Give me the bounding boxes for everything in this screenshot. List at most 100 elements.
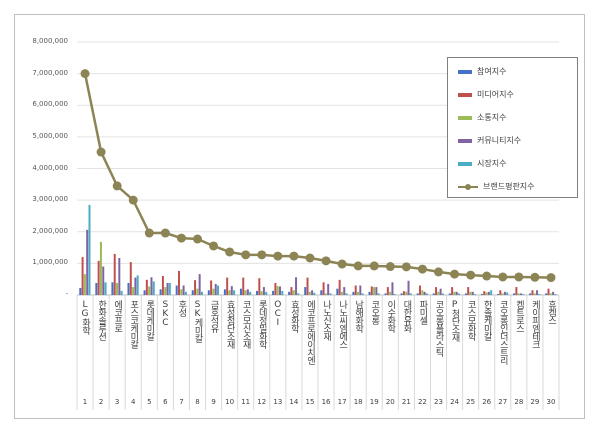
bar-시장지수 (458, 293, 461, 295)
bar-시장지수 (345, 293, 348, 295)
bar-커뮤니티지수 (471, 291, 474, 295)
bar-소통지수 (437, 291, 440, 295)
line-point (241, 250, 251, 260)
y-tick-label: 6,000,000 (32, 100, 68, 109)
line-point (80, 69, 90, 79)
bar-참여지수 (95, 282, 98, 295)
line-point (514, 272, 524, 282)
line-point (128, 195, 138, 205)
rank-label: 23 (434, 398, 443, 406)
line-point (546, 273, 556, 283)
category-label: 롯데케미칼 (144, 300, 155, 340)
bar-시장지수 (554, 294, 557, 295)
bar-커뮤니티지수 (536, 290, 539, 295)
legend-item: 브랜드평판지수 (458, 181, 535, 192)
line-point (321, 256, 331, 266)
y-tick-label: 4,000,000 (32, 163, 68, 172)
rank-label: 11 (241, 398, 251, 406)
rank-label: 29 (530, 398, 540, 406)
bar-커뮤니티지수 (487, 291, 490, 295)
bar-커뮤니티지수 (118, 257, 121, 295)
bar-미디어지수 (242, 277, 245, 295)
bar-소통지수 (180, 289, 183, 295)
bar-소통지수 (99, 241, 102, 295)
category-label: 에코프로에이치엔 (304, 300, 315, 364)
bar-소통지수 (405, 291, 408, 295)
rank-label: 15 (305, 398, 315, 406)
bar-참여지수 (191, 290, 194, 295)
bar-시장지수 (425, 293, 428, 295)
category-label: 한화솔루션 (96, 300, 107, 340)
category-label: 에코프로 (112, 300, 123, 332)
bar-시장지수 (184, 291, 187, 295)
rank-label: 3 (114, 398, 120, 406)
bar-참여지수 (143, 290, 146, 295)
legend-item: 소통지수 (458, 112, 506, 123)
rank-label: 14 (289, 398, 299, 406)
line-point (305, 253, 315, 263)
chart-frame (14, 14, 585, 419)
bar-시장지수 (88, 204, 91, 295)
bar-시장지수 (393, 294, 396, 295)
category-label: 포스코케미칼 (128, 300, 139, 348)
bar-소통지수 (276, 286, 279, 295)
bar-시장지수 (329, 293, 332, 295)
bar-미디어지수 (467, 287, 470, 295)
rank-label: 17 (337, 398, 347, 406)
bar-소통지수 (260, 291, 263, 295)
bar-소통지수 (389, 291, 392, 295)
line-point (498, 272, 508, 282)
bar-시장지수 (297, 293, 300, 295)
bar-참여지수 (256, 290, 259, 295)
y-tick-label: 8,000,000 (32, 37, 68, 45)
bar-미디어지수 (129, 262, 132, 295)
category-label: 남해화학 (353, 300, 364, 332)
category-label: 이수화학 (385, 300, 396, 332)
bar-미디어지수 (290, 287, 293, 295)
line-point (417, 264, 427, 274)
bar-참여지수 (79, 288, 82, 295)
bar-커뮤니티지수 (359, 285, 362, 295)
line-point (112, 181, 122, 191)
rank-label: 8 (195, 398, 200, 406)
category-label: 효성첨단소재 (224, 300, 235, 348)
bar-커뮤니티지수 (552, 291, 555, 295)
bar-시장지수 (168, 282, 171, 295)
category-label: 대한유화 (401, 300, 412, 332)
bar-커뮤니티지수 (150, 277, 153, 295)
rank-label: 12 (257, 398, 267, 406)
bar-커뮤니티지수 (375, 287, 378, 295)
bar-미디어지수 (113, 253, 116, 295)
bar-참여지수 (464, 293, 467, 295)
bar-미디어지수 (483, 291, 486, 295)
legend-label: 미디어지수 (477, 90, 514, 99)
rank-label: 24 (450, 398, 460, 406)
bar-미디어지수 (354, 285, 357, 295)
bar-커뮤니티지수 (391, 282, 394, 295)
bar-참여지수 (400, 293, 403, 295)
line-point (209, 241, 219, 251)
bar-미디어지수 (194, 280, 197, 295)
bar-소통지수 (469, 291, 472, 295)
category-label: 나노신소재 (321, 300, 332, 340)
bar-참여지수 (480, 294, 483, 295)
bar-미디어지수 (210, 280, 213, 295)
bar-커뮤니티지수 (102, 266, 105, 295)
category-label: 케이피엠테크 (529, 300, 540, 348)
category-label: 켐트로스 (513, 300, 524, 332)
bar-참여지수 (448, 293, 451, 295)
rank-label: 6 (163, 398, 168, 406)
bar-소통지수 (83, 274, 86, 295)
line-point (289, 251, 299, 261)
bar-미디어지수 (515, 287, 518, 295)
category-label: 코스모신소재 (240, 300, 251, 348)
bar-미디어지수 (499, 290, 502, 295)
category-label: 코오롱인더스트리 (497, 300, 508, 364)
bar-커뮤니티지수 (262, 287, 265, 295)
line-point (96, 147, 106, 157)
line-point (337, 259, 347, 269)
legend-item: 참여지수 (458, 66, 506, 77)
bar-시장지수 (490, 290, 493, 295)
rank-label: 25 (466, 398, 476, 406)
